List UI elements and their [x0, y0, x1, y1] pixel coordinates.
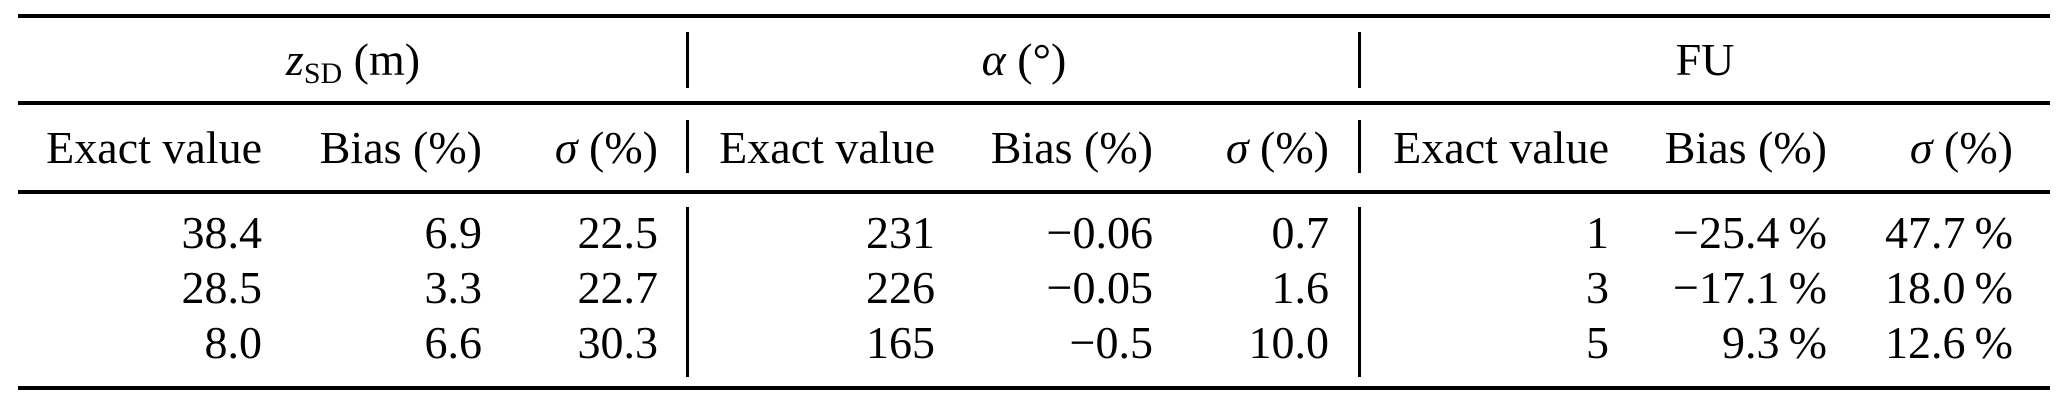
table-cell: 28.5: [181, 262, 263, 313]
group-header-row: zSD (m) α (°) FU: [18, 18, 2050, 101]
table-cell: 8.0: [204, 317, 263, 368]
vertical-separator-2-top: [1358, 32, 1361, 88]
table-cell: −25.4 %: [1673, 207, 1827, 258]
vertical-separator-2-bottom: [1358, 207, 1361, 377]
table-cell: −0.5: [1069, 317, 1153, 368]
table-cell: 231: [866, 207, 935, 258]
group-header-alpha: α (°): [688, 18, 1360, 115]
vertical-separator-1-top: [686, 32, 689, 88]
col-header-sigma-1: σ (%): [554, 122, 658, 173]
group-header-zsd: zSD (m): [18, 18, 688, 115]
table-cell: 12.6 %: [1884, 317, 2013, 368]
col-header-sigma-2: σ (%): [1225, 122, 1329, 173]
table-cell: 3: [1586, 262, 1609, 313]
alpha-unit: (°): [1017, 34, 1067, 85]
alpha-symbol: α: [981, 34, 1006, 85]
table-cell: 9.3 %: [1721, 317, 1827, 368]
table-cell: 3.3: [424, 262, 483, 313]
table-cell: 6.6: [424, 317, 483, 368]
table-cell: −17.1 %: [1673, 262, 1827, 313]
bottom-rule: [18, 386, 2050, 390]
top-rule: [18, 14, 2050, 18]
vertical-separator-1-middle: [686, 120, 689, 173]
column-header-row: Exact value Bias (%) σ (%) Exact value B…: [18, 105, 2050, 190]
vertical-separator-2-middle: [1358, 120, 1361, 173]
table-row-3: 8.0 6.6 30.3 165 −0.5 10.0 5 9.3 % 12.6 …: [18, 315, 2050, 370]
group-header-fu: FU: [1360, 18, 2050, 115]
table-cell: 1.6: [1271, 262, 1330, 313]
col-header-bias-3: Bias (%): [1664, 122, 1827, 173]
col-header-sigma-3: σ (%): [1909, 122, 2013, 173]
zsd-symbol: z: [285, 34, 304, 85]
zsd-unit: (m): [353, 34, 421, 85]
table-cell: 1: [1586, 207, 1609, 258]
col-header-exact-value-2: Exact value: [719, 122, 935, 173]
column-header-rule: [18, 190, 2050, 194]
table-cell: 30.3: [577, 317, 659, 368]
vertical-separator-1-bottom: [686, 207, 689, 377]
table-cell: 226: [866, 262, 935, 313]
table-cell: 6.9: [424, 207, 483, 258]
col-header-exact-value-1: Exact value: [46, 122, 262, 173]
table-row-2: 28.5 3.3 22.7 226 −0.05 1.6 3 −17.1 % 18…: [18, 260, 2050, 315]
fu-symbol: FU: [1675, 34, 1735, 85]
table-cell: −0.06: [1046, 207, 1153, 258]
sigma-icon: σ: [1225, 122, 1249, 173]
sigma-icon: σ: [554, 122, 578, 173]
table-cell: 38.4: [181, 207, 263, 258]
table-cell: 0.7: [1271, 207, 1330, 258]
table-cell: 5: [1586, 317, 1609, 368]
col-header-bias-1: Bias (%): [319, 122, 482, 173]
table-cell: 22.7: [577, 262, 659, 313]
table-cell: −0.05: [1046, 262, 1153, 313]
zsd-subscript: SD: [303, 57, 343, 90]
table-cell: 165: [866, 317, 935, 368]
table-cell: 22.5: [577, 207, 659, 258]
group-header-rule: [18, 101, 2050, 105]
col-header-exact-value-3: Exact value: [1393, 122, 1609, 173]
table-cell: 18.0 %: [1884, 262, 2013, 313]
sigma-icon: σ: [1909, 122, 1933, 173]
table-row-1: 38.4 6.9 22.5 231 −0.06 0.7 1 −25.4 % 47…: [18, 205, 2050, 260]
col-header-bias-2: Bias (%): [990, 122, 1153, 173]
table-cell: 47.7 %: [1884, 207, 2013, 258]
table-cell: 10.0: [1248, 317, 1330, 368]
